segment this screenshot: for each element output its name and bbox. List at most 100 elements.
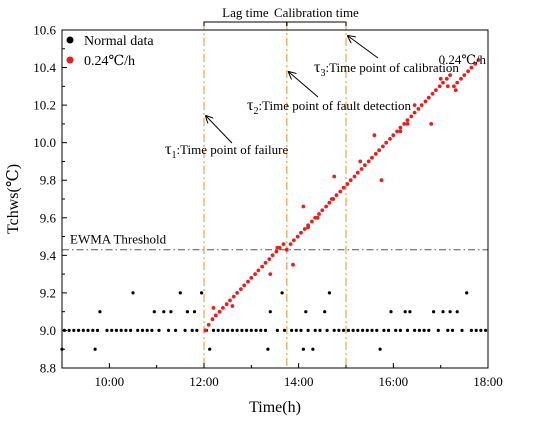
drift-data-point: [345, 182, 350, 186]
drift-data-point: [230, 304, 235, 308]
event-symbol: τ: [314, 59, 321, 76]
drift-data-point: [249, 276, 254, 280]
x-tick-label: 14:00: [284, 374, 314, 389]
legend-marker-normal-data: [66, 36, 74, 44]
drift-data-point: [292, 238, 296, 243]
event-subscript: 3: [320, 68, 325, 79]
drift-data-point: [373, 152, 378, 156]
normal-data-point: [361, 328, 365, 332]
drift-data-point: [398, 129, 403, 134]
drift-data-point: [299, 230, 303, 235]
normal-data-point: [91, 328, 95, 332]
normal-data-point: [370, 328, 374, 332]
normal-data-point: [200, 291, 204, 295]
drift-data-point: [372, 133, 377, 138]
normal-data-point: [427, 328, 431, 332]
bracket-label: Calibration time: [274, 5, 359, 20]
drift-data-point: [453, 88, 458, 92]
drift-data-point: [235, 291, 240, 295]
normal-data-point: [382, 328, 386, 332]
drift-data-point: [429, 122, 434, 126]
normal-data-point: [208, 347, 212, 351]
normal-data-point: [290, 328, 294, 332]
event-label-tau3: τ3:Time point of calibration: [314, 59, 459, 79]
normal-data-point: [266, 347, 270, 351]
normal-data-point: [448, 310, 452, 314]
normal-data-point: [226, 328, 230, 332]
drift-data-point: [452, 84, 456, 89]
drift-data-point: [405, 122, 410, 126]
drift-data-point: [352, 174, 357, 179]
normal-data-point: [387, 328, 391, 332]
drift-data-point: [301, 204, 306, 209]
normal-data-point: [114, 328, 118, 332]
event-description: :Time point of failure: [176, 142, 288, 157]
normal-data-point: [162, 310, 166, 314]
normal-data-point: [150, 328, 154, 332]
legend-marker-drift: [66, 56, 74, 64]
drift-data-point: [402, 122, 407, 126]
y-tick-label: 10.2: [33, 98, 56, 113]
normal-data-point: [465, 291, 469, 295]
drift-data-point: [409, 114, 414, 119]
drift-data-point: [434, 88, 438, 92]
event-description: :Time point of calibration: [325, 60, 459, 75]
drift-data-point: [419, 103, 424, 107]
y-tick-label: 10.4: [33, 60, 56, 75]
normal-data-point: [77, 328, 81, 332]
drift-data-point: [211, 306, 216, 310]
drift-data-point: [320, 208, 325, 213]
drift-data-point: [448, 73, 452, 77]
legend: Normal data 0.24℃/h: [66, 34, 154, 69]
normal-data-point: [450, 328, 455, 332]
normal-data-point: [332, 328, 336, 332]
drift-data-point: [239, 287, 243, 291]
bracket-calibration-time: [286, 21, 347, 26]
drift-data-point: [274, 249, 279, 254]
normal-data-point: [221, 328, 225, 332]
drift-data-point: [426, 95, 431, 100]
normal-data-point: [169, 310, 173, 314]
normal-data-point: [299, 328, 303, 332]
normal-data-point: [185, 310, 189, 314]
normal-data-point: [484, 328, 488, 332]
normal-data-point: [105, 328, 109, 332]
drift-data-point: [430, 91, 435, 96]
y-axis-title: Tchws(℃): [5, 164, 22, 234]
drift-data-point: [295, 234, 300, 239]
normal-data-point: [446, 328, 450, 332]
normal-data-point: [249, 328, 253, 332]
drift-data-point: [423, 99, 428, 104]
drift-data-point: [398, 125, 403, 130]
normal-data-point: [190, 328, 194, 332]
drift-data-point: [306, 225, 310, 230]
drift-data-point: [416, 107, 421, 111]
drift-data-point: [284, 247, 289, 252]
normal-data-point: [294, 328, 298, 332]
bracket-label: Lag time: [222, 5, 269, 20]
drift-data-point: [302, 227, 307, 231]
event-symbol: τ: [165, 141, 172, 158]
normal-data-point: [195, 328, 199, 332]
normal-data-point: [375, 328, 379, 332]
normal-data-point: [211, 328, 216, 332]
drift-rate-label: 0.24℃/h: [439, 52, 487, 67]
drift-data-point: [359, 167, 364, 171]
drift-data-point: [231, 294, 236, 299]
normal-data-point: [93, 347, 97, 351]
normal-data-point: [405, 328, 410, 332]
normal-data-point: [268, 310, 272, 314]
normal-data-point: [325, 328, 329, 332]
normal-data-point: [98, 310, 102, 314]
normal-data-point: [72, 328, 76, 332]
plot-frame: [61, 29, 489, 369]
drift-data-point: [334, 193, 339, 198]
drift-data-point: [329, 197, 334, 201]
normal-data-point: [145, 328, 149, 332]
drift-data-point: [267, 257, 272, 261]
normal-data-point: [157, 328, 161, 332]
drift-data-point: [268, 272, 273, 276]
y-tick-label: 8.8: [40, 361, 56, 376]
drift-data-point: [384, 140, 389, 145]
